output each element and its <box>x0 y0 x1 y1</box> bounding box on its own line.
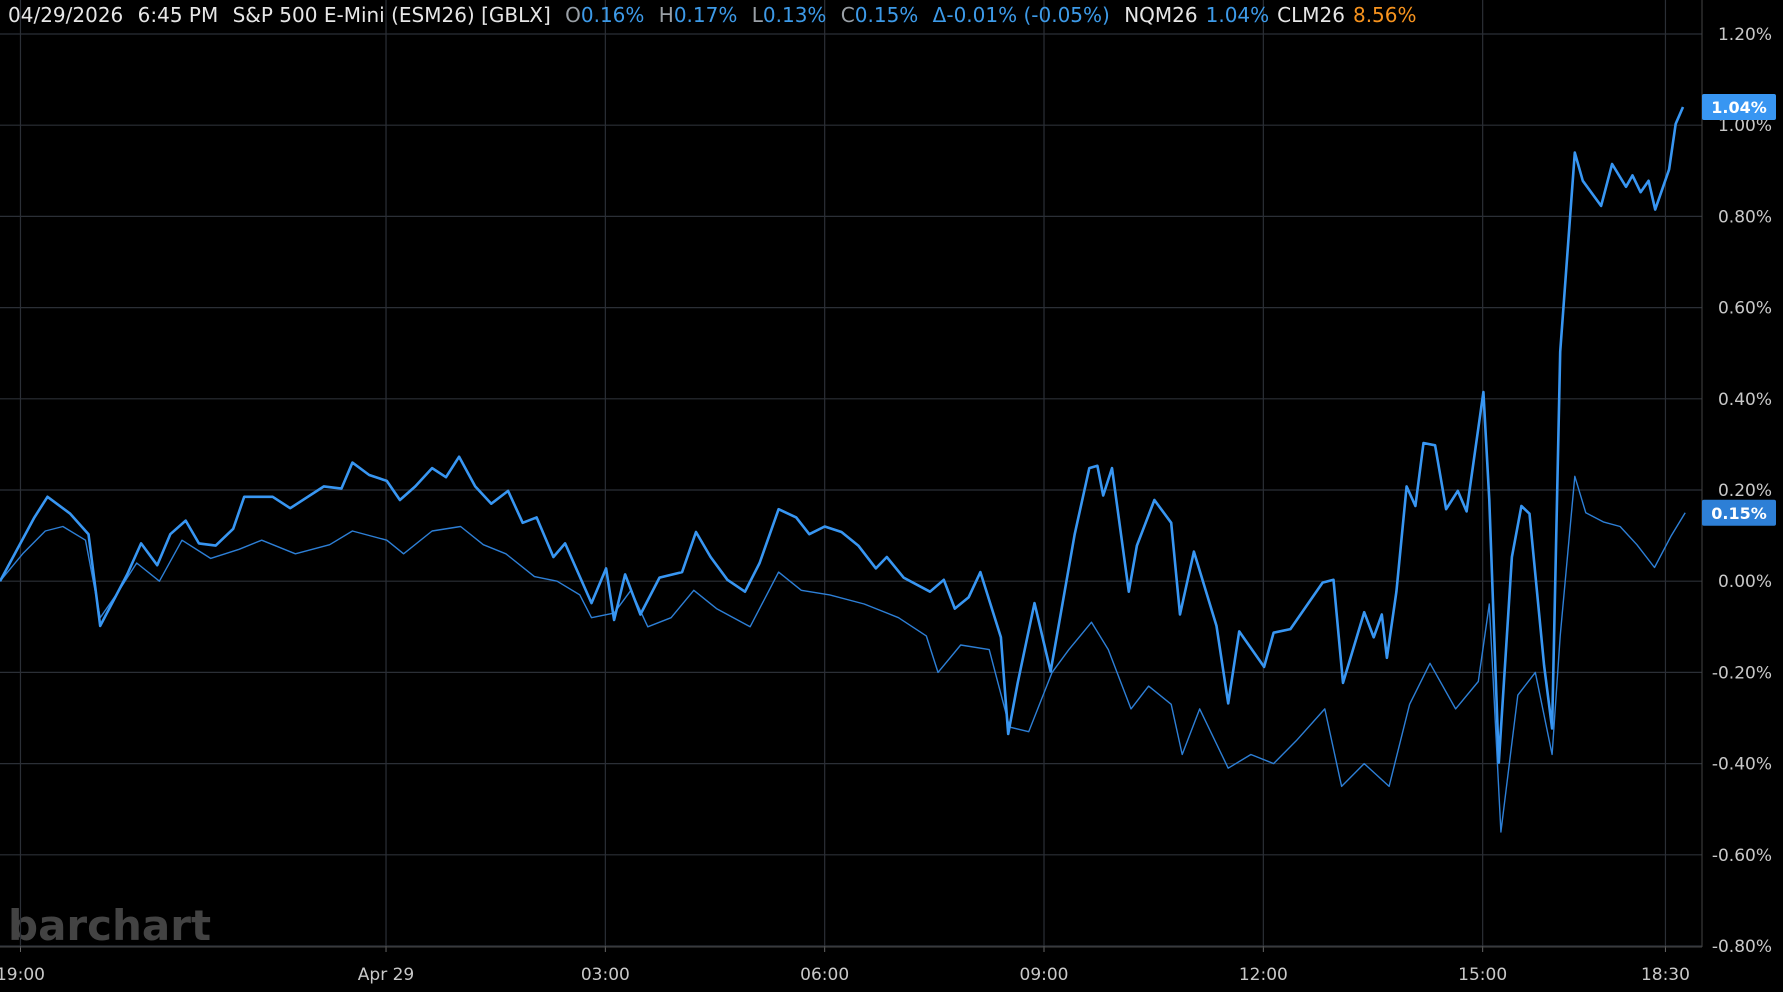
compare-symbol: CLM26 <box>1277 3 1345 27</box>
series-line <box>0 475 1686 833</box>
compare-value: 8.56% <box>1352 3 1417 27</box>
y-tick-label: 1.00% <box>1718 116 1772 136</box>
y-tick-label: 0.20% <box>1718 481 1772 501</box>
x-tick-label: 06:00 <box>800 965 849 985</box>
x-tick-label: 15:00 <box>1458 965 1507 985</box>
compare-symbol: NQM26 <box>1124 3 1198 27</box>
x-tick-label: 19:00 <box>0 965 45 985</box>
close-value: 0.15% <box>854 3 919 27</box>
legend-header: 04/29/2026 6:45 PM S&P 500 E-Mini (ESM26… <box>8 3 1417 27</box>
last-value-label: 1.04% <box>1711 98 1767 117</box>
high-label: H <box>658 3 674 27</box>
symbol: S&P 500 E-Mini (ESM26) [GBLX] <box>232 3 551 27</box>
grid <box>0 0 1702 947</box>
x-tick-label: 03:00 <box>581 965 630 985</box>
y-tick-label: 0.60% <box>1718 299 1772 319</box>
y-tick-label: -0.40% <box>1712 755 1772 775</box>
date: 04/29/2026 <box>8 3 124 27</box>
close-label: C <box>840 3 855 27</box>
low-label: L <box>751 3 763 27</box>
open-label: O <box>565 3 581 27</box>
time: 6:45 PM <box>137 3 219 27</box>
y-tick-label: 1.20% <box>1718 25 1772 45</box>
watermark: barchart <box>8 901 211 950</box>
x-tick-label: 12:00 <box>1239 965 1288 985</box>
series-line <box>0 106 1685 764</box>
y-tick-label: -0.80% <box>1712 937 1772 957</box>
compare-list: NQM26 1.04% CLM26 8.56% <box>1116 3 1416 27</box>
low-value: 0.13% <box>762 3 827 27</box>
x-tick-label: 09:00 <box>1020 965 1069 985</box>
high-value: 0.17% <box>673 3 738 27</box>
y-tick-label: 0.80% <box>1718 207 1772 227</box>
y-tick-label: 0.40% <box>1718 390 1772 410</box>
y-tick-label: -0.60% <box>1712 846 1772 866</box>
last-value-label: 0.15% <box>1711 504 1767 523</box>
y-tick-label: 0.00% <box>1718 572 1772 592</box>
last-value-tag <box>1702 93 1776 120</box>
x-tick-label: 18:30 <box>1641 965 1690 985</box>
open-value: 0.16% <box>580 3 645 27</box>
y-tick-label: -0.20% <box>1712 663 1772 683</box>
change: Δ-0.01% (-0.05%) <box>932 3 1110 27</box>
last-value-tag <box>1702 499 1776 526</box>
compare-value: 1.04% <box>1205 3 1270 27</box>
x-tick-label: Apr 29 <box>358 965 414 985</box>
